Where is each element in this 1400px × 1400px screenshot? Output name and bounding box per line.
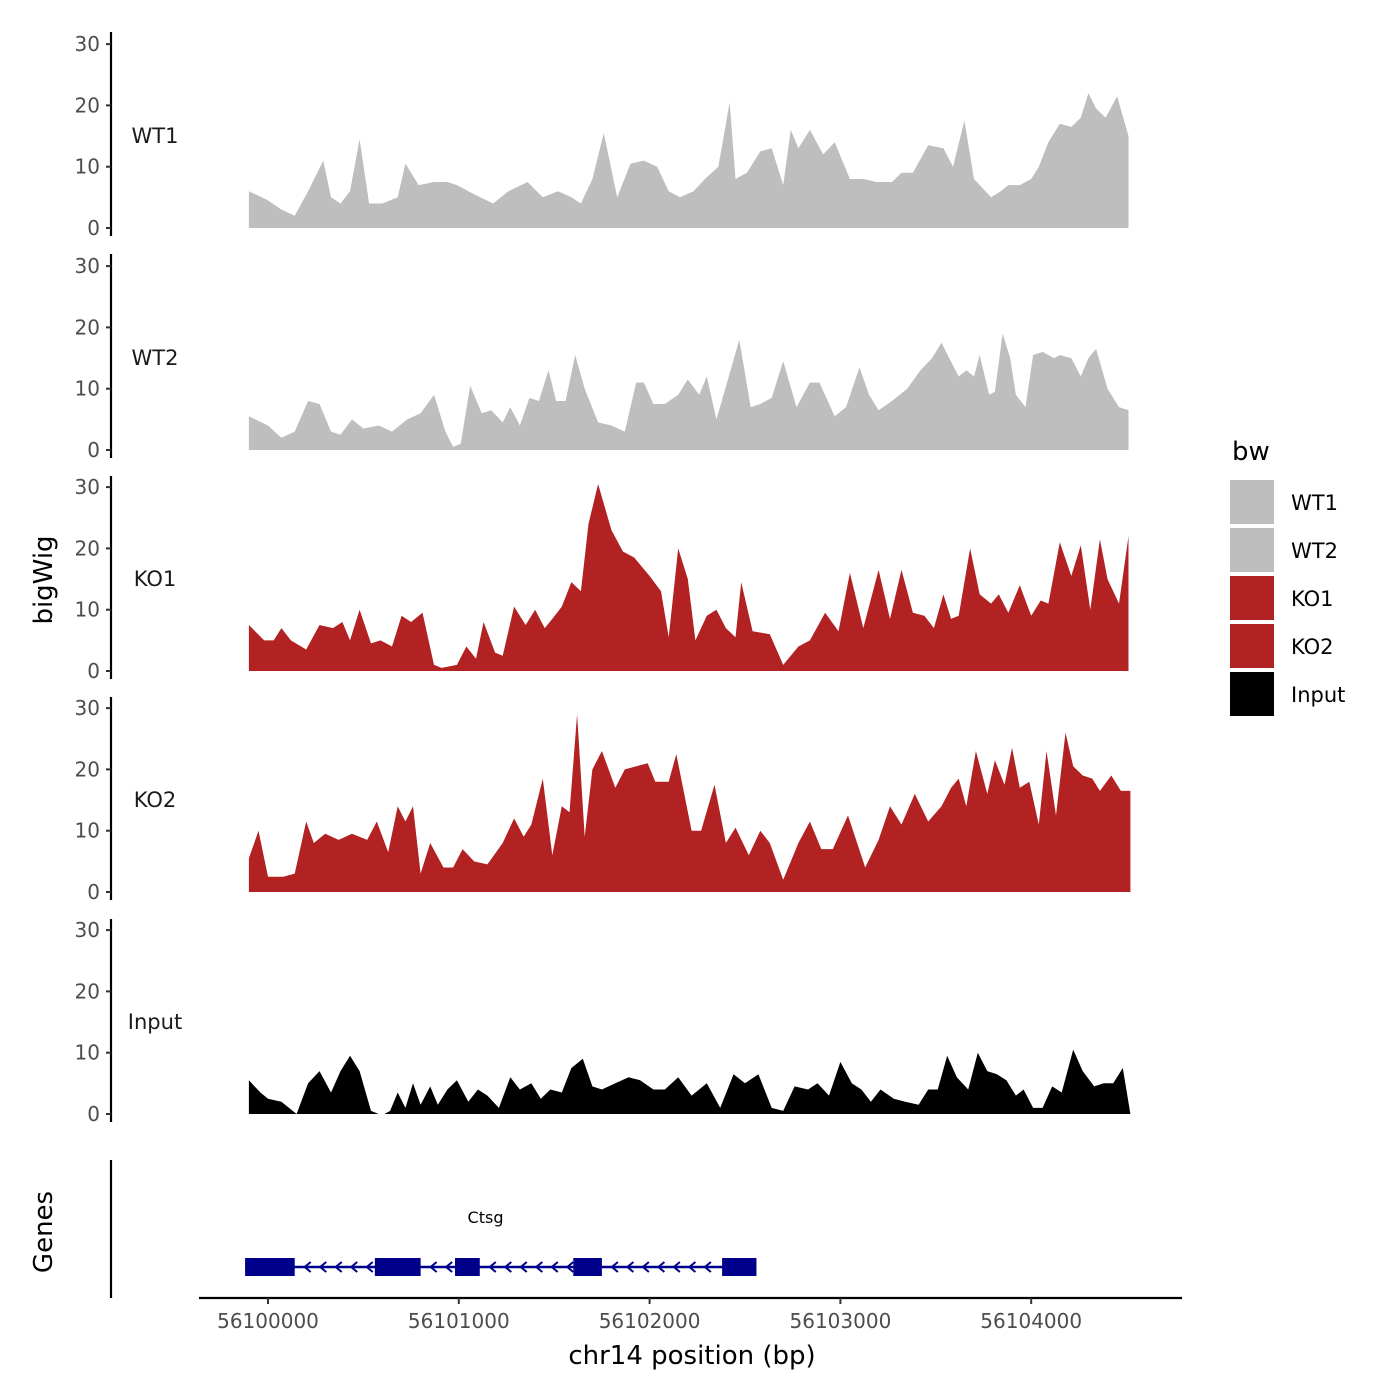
strand-arrow [334, 1261, 343, 1273]
gene-exon [374, 1258, 421, 1276]
gene-panel: Ctsg [109, 1160, 757, 1298]
y-tick-label: 10 [75, 155, 100, 179]
x-tick-label: 56102000 [599, 1309, 701, 1333]
y-tick-label: 10 [75, 1041, 100, 1065]
legend-swatch-ko2 [1230, 624, 1274, 668]
y-tick-label: 0 [87, 216, 100, 240]
legend-title: bw [1232, 437, 1270, 467]
strand-arrow [318, 1261, 327, 1273]
y-tick-label: 30 [75, 254, 100, 278]
gene-name-label: Ctsg [468, 1208, 504, 1227]
legend-swatch-wt2 [1230, 528, 1274, 572]
strand-arrow [672, 1261, 681, 1273]
track-input: 0 10 20 30 Input [75, 918, 1131, 1126]
strand-arrow [687, 1261, 697, 1273]
y-tick-label: 10 [75, 377, 100, 401]
strand-arrow [503, 1261, 512, 1273]
track-wt1: 0 10 20 30 WT1 [75, 32, 1129, 240]
strand-arrow [625, 1261, 635, 1273]
legend-swatch-ko1 [1230, 576, 1274, 620]
strand-arrow [365, 1261, 374, 1273]
gene-exon [454, 1258, 480, 1276]
area-wt1 [248, 93, 1129, 228]
track-label-wt1: WT1 [132, 124, 179, 148]
y-tick-label: 20 [75, 979, 100, 1003]
y-tick-label: 0 [87, 880, 100, 904]
strand-arrow [519, 1261, 528, 1273]
area-wt2 [248, 333, 1129, 450]
track-label-ko1: KO1 [134, 567, 177, 591]
y-tick-label: 20 [75, 93, 100, 117]
legend-swatch-input [1230, 672, 1274, 716]
legend-label-ko2: KO2 [1291, 635, 1334, 659]
strand-arrow [488, 1261, 497, 1273]
y-tick-label: 10 [75, 819, 100, 843]
y-tick-label: 20 [75, 757, 100, 781]
legend-label-wt1: WT1 [1291, 491, 1338, 515]
track-label-input: Input [128, 1010, 182, 1034]
strand-arrow [565, 1261, 574, 1273]
y-tick-label: 20 [75, 315, 100, 339]
track-wt2: 0 10 20 30 WT2 [75, 254, 1129, 462]
x-tick-label: 56104000 [980, 1309, 1082, 1333]
strand-arrow [349, 1261, 358, 1273]
strand-arrow [641, 1261, 650, 1273]
strand-arrow [550, 1261, 559, 1273]
legend-label-input: Input [1291, 683, 1345, 707]
legend-label-wt2: WT2 [1291, 539, 1338, 563]
x-tick-label: 56100000 [217, 1309, 319, 1333]
gene-exon [573, 1258, 602, 1276]
strand-arrow [444, 1261, 453, 1273]
legend-swatch-wt1 [1230, 480, 1274, 524]
strand-arrow [656, 1261, 666, 1273]
y-tick-label: 30 [75, 918, 100, 942]
strand-arrow [703, 1261, 712, 1273]
legend-label-ko1: KO1 [1291, 587, 1334, 611]
strand-arrow [534, 1261, 543, 1273]
y-tick-label: 10 [75, 598, 100, 622]
gene-exon [722, 1258, 757, 1276]
track-ko2: 0 10 20 30 KO2 [75, 696, 1131, 904]
gene-ctsg: Ctsg [245, 1208, 757, 1276]
y-axis-title: bigWig [29, 535, 59, 624]
y-tick-label: 30 [75, 696, 100, 720]
strand-arrow [429, 1261, 438, 1273]
genes-axis-title: Genes [29, 1191, 59, 1273]
bigwig-tracks: 0 10 20 30 WT1 0 10 20 30 WT2 0 10 20 30 KO1 0 10 20 30 KO2… [75, 32, 1131, 1126]
x-tick-label: 56101000 [408, 1309, 510, 1333]
track-label-wt2: WT2 [132, 346, 179, 370]
strand-arrow [303, 1261, 312, 1273]
track-label-ko2: KO2 [134, 788, 177, 812]
area-input [248, 1049, 1131, 1114]
area-ko2 [248, 714, 1131, 892]
y-tick-label: 0 [87, 659, 100, 683]
y-tick-label: 30 [75, 32, 100, 56]
x-axis: 56100000 56101000 56102000 56103000 56104000 [199, 1296, 1182, 1333]
track-ko1: 0 10 20 30 KO1 [75, 475, 1129, 683]
area-ko1 [248, 484, 1129, 671]
y-tick-label: 0 [87, 1102, 100, 1126]
x-axis-title: chr14 position (bp) [568, 1341, 815, 1371]
legend: bw WT1 WT2 KO1 KO2 Input [1230, 437, 1345, 716]
x-tick-label: 56103000 [790, 1309, 892, 1333]
y-tick-label: 30 [75, 475, 100, 499]
strand-arrow [610, 1261, 619, 1273]
y-tick-label: 0 [87, 438, 100, 462]
gene-exon [245, 1258, 295, 1276]
y-tick-label: 20 [75, 536, 100, 560]
